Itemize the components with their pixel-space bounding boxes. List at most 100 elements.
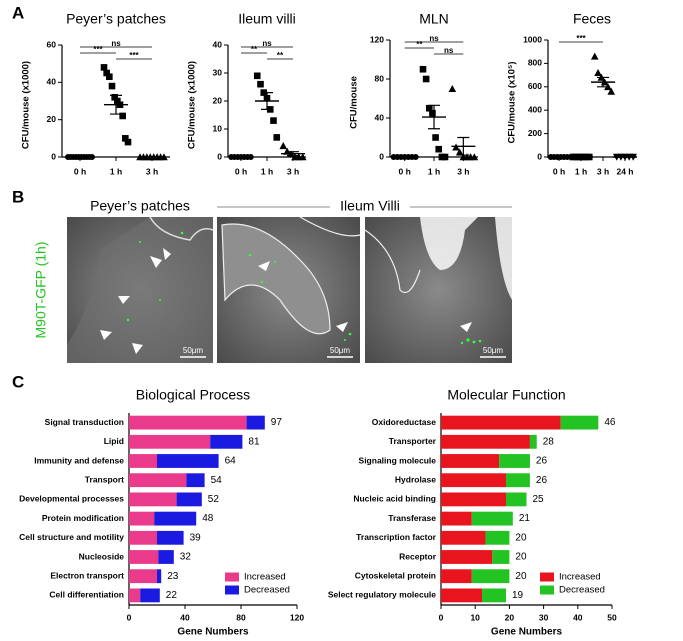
error-bar <box>457 136 470 156</box>
total-label: 23 <box>167 571 179 582</box>
category-label: Receptor <box>399 551 437 561</box>
x-tick-label: 1 h <box>110 166 122 176</box>
data-point <box>594 68 602 77</box>
bar-segment <box>441 511 472 526</box>
total-label: 19 <box>512 590 524 601</box>
total-label: 26 <box>536 456 548 467</box>
category-label: Cell structure and motility <box>19 532 124 542</box>
y-tick-label: 40 <box>375 112 385 122</box>
data-point <box>253 72 261 80</box>
bar-segment <box>129 434 211 449</box>
data-point <box>432 134 439 141</box>
significance-label: *** <box>576 34 586 43</box>
total-label: 28 <box>543 436 555 447</box>
legend-swatch <box>540 572 554 582</box>
total-label: 48 <box>202 513 214 524</box>
bar-segment <box>441 434 530 449</box>
error-bar <box>287 151 299 157</box>
category-label: Hydrolase <box>395 474 436 484</box>
bar-segment <box>560 415 599 430</box>
bar-segment <box>441 454 500 468</box>
legend-label: Increased <box>559 572 601 583</box>
total-label: 20 <box>515 571 527 582</box>
bar-segment <box>157 569 162 584</box>
x-tick-label: 50 <box>607 612 617 622</box>
y-axis-label: CFU/mouse (x1000) <box>21 61 32 149</box>
y-tick-label: 120 <box>370 34 384 44</box>
total-label: 20 <box>515 552 527 563</box>
category-label: Protein modification <box>42 513 124 523</box>
category-label: Nucleoside <box>79 551 125 561</box>
data-point <box>270 117 277 124</box>
category-label: Signal transduction <box>45 417 124 427</box>
bar-segment <box>492 550 510 564</box>
x-tick-label: 0 <box>439 612 444 622</box>
panel-label: A <box>12 3 24 22</box>
bar-segment <box>129 588 141 603</box>
y-axis-label: CFU/mouse (x10⁵) <box>507 61 518 143</box>
y-tick-label: 0 <box>537 151 542 161</box>
x-tick-label: 40 <box>180 612 190 622</box>
category-label: Developmental processes <box>19 494 124 504</box>
bar-segment <box>441 530 486 545</box>
data-point <box>119 112 126 120</box>
significance-label: *** <box>93 45 103 54</box>
total-label: 97 <box>271 417 283 428</box>
bar-segment <box>129 569 157 584</box>
micrograph-header: Ileum Villi <box>340 198 400 214</box>
x-axis-label: Gene Numbers <box>177 627 249 638</box>
bar-segment <box>154 511 197 526</box>
y-tick-label: 20 <box>47 114 57 124</box>
chart-title: Peyer’s patches <box>66 11 166 27</box>
x-tick-label: 1 h <box>428 166 440 176</box>
panel-label: C <box>12 372 24 391</box>
bar-segment <box>246 415 265 430</box>
legend-swatch <box>540 585 554 595</box>
x-tick-label: 1 h <box>575 166 587 176</box>
chart-title: Molecular Function <box>447 387 565 403</box>
x-tick-label: 0 h <box>74 166 86 176</box>
bar-segment <box>499 454 530 468</box>
error-bar <box>428 104 440 130</box>
y-tick-label: 30 <box>213 67 223 77</box>
data-point <box>298 153 307 161</box>
x-tick-label: 40 <box>573 612 583 622</box>
significance-label: ns <box>111 39 121 48</box>
data-point <box>425 104 433 112</box>
x-axis-label: Gene Numbers <box>491 627 563 638</box>
legend-swatch <box>225 572 239 582</box>
data-point <box>590 52 599 60</box>
y-tick-label: 1000 <box>523 34 542 44</box>
category-label: Transport <box>85 474 124 484</box>
total-label: 81 <box>248 436 260 447</box>
data-point <box>122 135 129 142</box>
significance-label: ns <box>262 39 272 48</box>
bar-segment <box>441 473 506 488</box>
data-point <box>452 143 460 151</box>
category-label: Select regulatory molecule <box>328 590 436 600</box>
category-label: Electron transport <box>50 570 124 580</box>
bar-segment <box>505 492 527 507</box>
x-tick-label: 3 h <box>146 166 158 176</box>
panel-label: B <box>12 187 24 206</box>
data-point <box>448 84 457 93</box>
y-tick-label: 60 <box>47 39 57 49</box>
bar-segment <box>176 492 202 507</box>
scale-bar-label: 50μm <box>330 346 351 355</box>
bar-segment <box>157 530 184 545</box>
total-label: 21 <box>519 513 531 524</box>
bar-segment <box>186 473 205 488</box>
y-tick-label: 40 <box>213 39 223 49</box>
micrograph-header: Peyer’s patches <box>90 198 190 214</box>
micrograph: 50μm <box>67 216 214 363</box>
data-point <box>103 69 110 77</box>
significance-label: ** <box>416 40 423 49</box>
y-tick-label: 0 <box>217 151 222 161</box>
bar-segment <box>441 588 483 603</box>
y-tick-label: 400 <box>528 104 542 114</box>
significance-label: ** <box>251 45 258 54</box>
data-point <box>108 82 116 90</box>
x-tick-label: 3 h <box>597 166 609 176</box>
data-point <box>111 93 118 101</box>
